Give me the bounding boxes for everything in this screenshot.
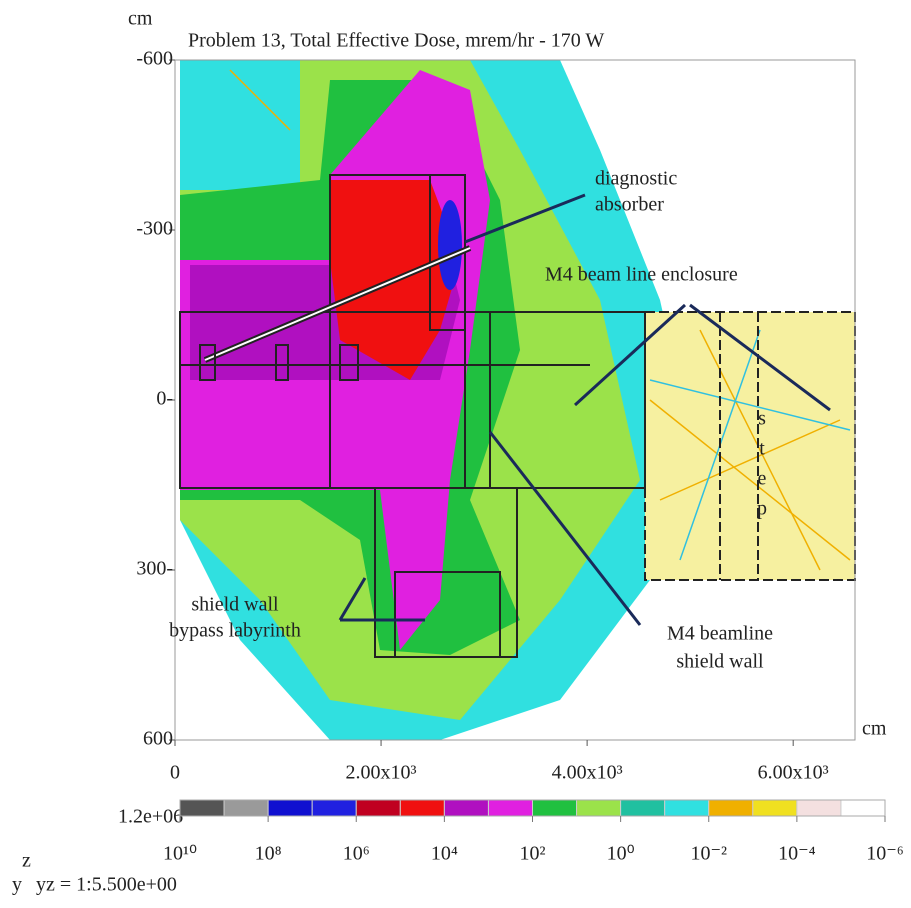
annotation: M4 beam line enclosure bbox=[545, 264, 738, 286]
colorbar-swatch bbox=[311, 799, 357, 817]
annotation: shield wall bbox=[191, 594, 279, 616]
colorbar-tick-label: 10⁻² bbox=[690, 843, 727, 865]
colorbar-tick-label: 10⁰ bbox=[607, 843, 635, 865]
x-tick-label: 0 bbox=[170, 762, 180, 784]
colorbar-swatch bbox=[267, 799, 313, 817]
colorbar-swatch bbox=[664, 799, 710, 817]
colorbar-swatch bbox=[223, 799, 269, 817]
orient-y: y bbox=[12, 874, 22, 896]
colorbar-swatch bbox=[840, 799, 886, 817]
colorbar-tick-label: 10⁻⁶ bbox=[866, 843, 904, 865]
annotation: absorber bbox=[595, 194, 664, 216]
annotation: M4 beamline bbox=[667, 623, 773, 645]
orient-z: z bbox=[22, 850, 31, 872]
y-tick-label: 600 bbox=[143, 728, 173, 750]
y-tick-label: 300- bbox=[136, 558, 173, 580]
colorbar-tick-label: 10⁴ bbox=[431, 843, 458, 865]
annotation: bypass labyrinth bbox=[169, 620, 301, 642]
colorbar-swatch bbox=[752, 799, 798, 817]
colorbar-max: 1.2e+06 bbox=[118, 806, 183, 828]
orient-scale: yz = 1:5.500e+00 bbox=[36, 874, 177, 896]
annotation: diagnostic bbox=[595, 168, 677, 190]
y-unit: cm bbox=[128, 8, 153, 30]
colorbar-swatch bbox=[399, 799, 445, 817]
colorbar-swatch bbox=[576, 799, 622, 817]
colorbar-swatch bbox=[532, 799, 578, 817]
x-unit: cm bbox=[862, 718, 887, 740]
arrows bbox=[338, 193, 831, 626]
colorbar-swatch bbox=[796, 799, 842, 817]
chart-title: Problem 13, Total Effective Dose, mrem/h… bbox=[188, 30, 604, 52]
x-tick-label: 6.00x10³ bbox=[758, 762, 829, 784]
colorbar-swatch bbox=[487, 799, 533, 817]
annotation: s bbox=[758, 408, 766, 430]
x-tick-label: 4.00x10³ bbox=[552, 762, 623, 784]
colorbar-tick-label: 10² bbox=[520, 843, 546, 865]
colorbar-tick-label: 10¹⁰ bbox=[163, 843, 197, 865]
annotation: p bbox=[757, 498, 767, 520]
y-tick-label: -300 bbox=[136, 218, 173, 240]
colorbar-swatch bbox=[708, 799, 754, 817]
annotation: shield wall bbox=[676, 651, 764, 673]
colorbar-tick-label: 10⁸ bbox=[255, 843, 282, 865]
annotation: e bbox=[758, 468, 767, 490]
annotation: t bbox=[759, 438, 765, 460]
colorbar-tick-label: 10⁻⁴ bbox=[778, 843, 816, 865]
y-tick-label: -600 bbox=[136, 48, 173, 70]
dose-map bbox=[180, 60, 855, 740]
colorbar-swatch bbox=[620, 799, 666, 817]
y-tick-label: 0- bbox=[156, 388, 173, 410]
x-tick-label: 2.00x10³ bbox=[346, 762, 417, 784]
colorbar-swatch bbox=[179, 799, 225, 817]
geometry bbox=[179, 174, 856, 658]
colorbar-swatch bbox=[443, 799, 489, 817]
colorbar-tick-label: 10⁶ bbox=[343, 843, 370, 865]
colorbar-swatch bbox=[355, 799, 401, 817]
